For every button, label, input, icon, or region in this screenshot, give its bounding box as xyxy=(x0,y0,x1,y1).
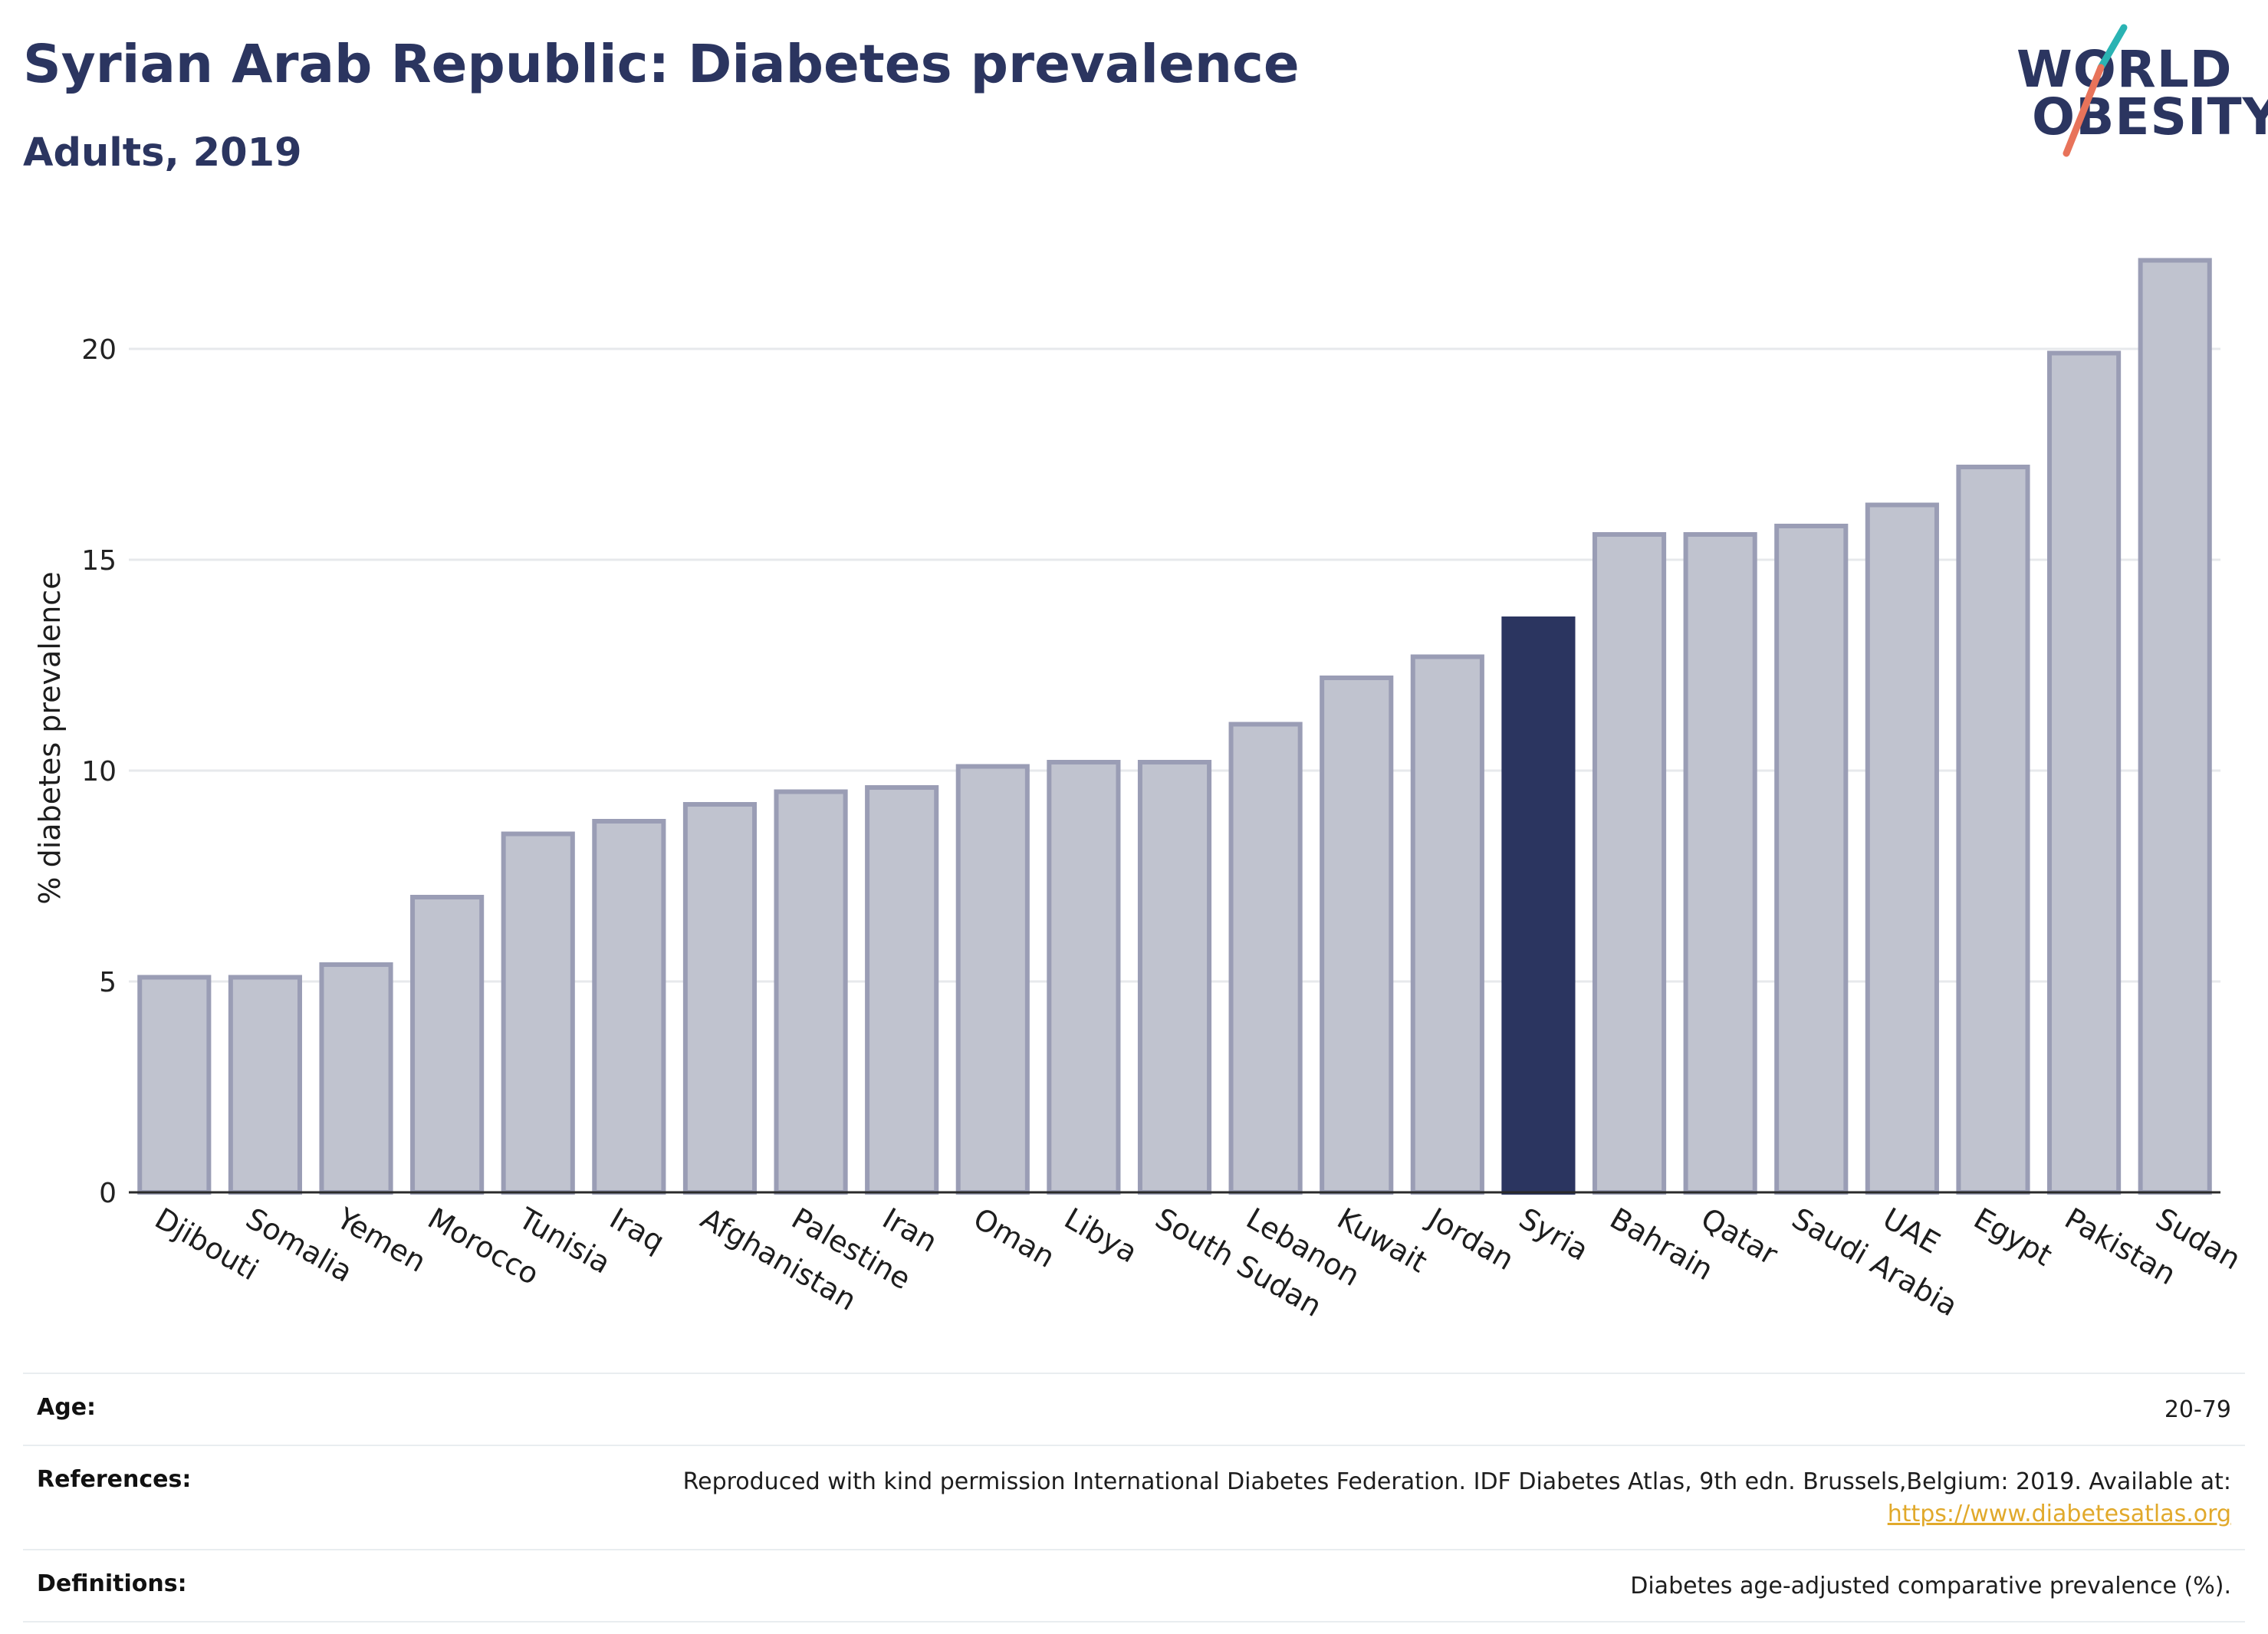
x-tick-label: Saudi Arabia xyxy=(1786,1202,1964,1323)
y-tick-label: 15 xyxy=(81,545,117,577)
bar-chart: 0 5 10 15 20 DjiboutiSomaliaYemenMoroccoTuni… xyxy=(33,258,2247,1323)
bar-jordan xyxy=(1410,654,1484,1195)
definitions-key: Definitions: xyxy=(37,1570,187,1597)
x-tick-label: Syria xyxy=(1514,1202,1594,1267)
bar-yemen xyxy=(319,962,393,1195)
bar-libya xyxy=(1047,760,1121,1195)
bar-lebanon xyxy=(1228,722,1303,1195)
x-tick-label: Djibouti xyxy=(150,1202,265,1287)
bar-palestine xyxy=(774,789,848,1195)
y-tick-label: 10 xyxy=(81,756,117,787)
x-tick-label: Jordan xyxy=(1422,1201,1520,1277)
logo-slash-icon xyxy=(2063,24,2128,157)
bars xyxy=(137,258,2212,1195)
bar-sudan xyxy=(2138,258,2212,1195)
bar-kuwait xyxy=(1320,676,1394,1195)
references-value-block: Reproduced with kind permission Internat… xyxy=(683,1466,2231,1530)
bar-saudi-arabia xyxy=(1774,524,1849,1195)
bar-south-sudan xyxy=(1137,760,1212,1195)
bar-djibouti xyxy=(137,975,212,1195)
page-subtitle: Adults, 2019 xyxy=(23,130,302,176)
bar-iraq xyxy=(592,819,666,1195)
bar-qatar xyxy=(1683,532,1757,1195)
references-link[interactable]: https://www.diabetesatlas.org xyxy=(1887,1501,2231,1527)
bar-somalia xyxy=(228,975,302,1195)
bar-oman xyxy=(955,764,1030,1195)
age-value: 20-79 xyxy=(2164,1396,2231,1423)
bar-highlight-syria xyxy=(1501,616,1576,1195)
bar-egypt xyxy=(1956,465,2030,1195)
info-row-references: References: Reproduced with kind permiss… xyxy=(23,1446,2245,1550)
x-tick-label: Egypt xyxy=(1968,1202,2058,1273)
bar-uae xyxy=(1865,502,1939,1195)
x-tick-label: Oman xyxy=(968,1202,1060,1274)
y-tick-label: 20 xyxy=(81,334,117,366)
bar-iran xyxy=(865,785,939,1195)
bar-morocco xyxy=(410,895,485,1195)
age-key: Age: xyxy=(37,1394,97,1421)
definitions-value: Diabetes age-adjusted comparative preval… xyxy=(1630,1573,2231,1599)
y-tick-label: 0 xyxy=(99,1178,117,1209)
info-row-age: Age: 20-79 xyxy=(23,1374,2245,1446)
bar-bahrain xyxy=(1592,532,1667,1195)
x-tick-label: Libya xyxy=(1059,1202,1143,1270)
bar-afghanistan xyxy=(682,802,758,1195)
info-row-definitions: Definitions: Diabetes age-adjusted compa… xyxy=(23,1550,2245,1622)
y-tick-label: 5 xyxy=(99,967,117,998)
references-key: References: xyxy=(37,1466,192,1493)
y-tick-labels: 0 5 10 15 20 xyxy=(81,334,117,1209)
logo-line-1: WORLD xyxy=(2017,40,2233,99)
x-tick-label: Bahrain xyxy=(1605,1202,1719,1287)
world-obesity-logo: WORLD OBESITY xyxy=(1994,21,2268,167)
bar-pakistan xyxy=(2047,350,2122,1195)
bar-tunisia xyxy=(501,831,575,1195)
page-title: Syrian Arab Republic: Diabetes prevalenc… xyxy=(23,34,1300,95)
references-value: Reproduced with kind permission Internat… xyxy=(682,1468,2231,1495)
info-table: Age: 20-79 References: Reproduced with k… xyxy=(23,1373,2245,1622)
y-axis-title: % diabetes prevalence xyxy=(33,571,67,904)
